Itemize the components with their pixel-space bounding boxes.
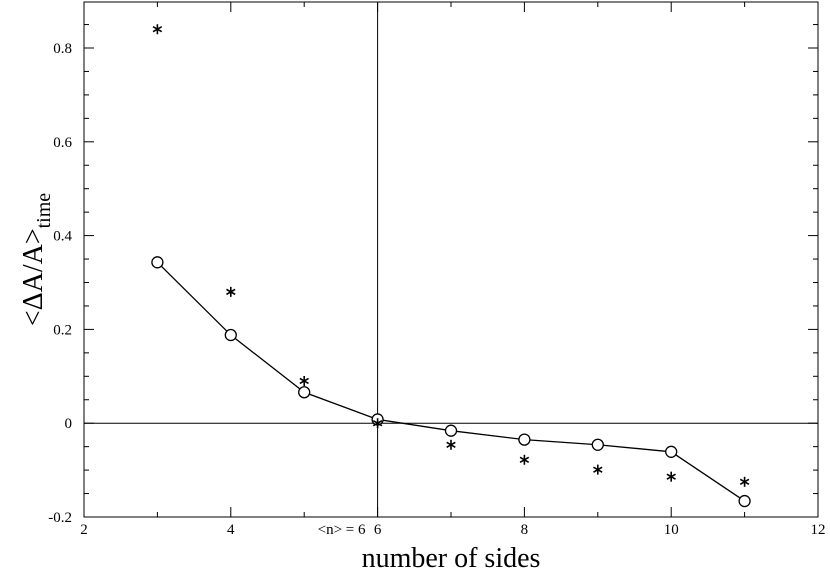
asterisk-marker [666,471,676,482]
circle-marker [665,445,678,458]
x-axis-title: number of sides [362,543,541,571]
mean-sides-annotation: <n> = 6 [318,522,366,538]
asterisk-marker [299,375,309,386]
reference-lines [84,2,818,517]
y-tick-label: 0.8 [53,41,72,57]
circle-marker [224,328,237,342]
series-0-line [156,261,745,502]
circle-marker [738,494,751,508]
x-tick-label: 10 [664,522,679,538]
axis-ticks [83,2,819,518]
series-lines [156,261,745,502]
y-tick-label: 0.4 [53,229,72,245]
circle-marker [298,386,311,399]
y-tick-label: 0 [65,416,73,432]
asterisk-marker [446,439,456,450]
x-tick-label: 4 [227,522,235,538]
y-tick-label: 0.6 [53,135,72,151]
tick-labels: 2 4 6 8 10 12 -0.2 0 0.2 0.4 0.6 0.8 [48,41,825,538]
y-tick-label: -0.2 [48,510,72,526]
x-tick-label: 8 [521,522,529,538]
x-tick-label: 2 [80,522,88,538]
plot-frame [83,1,819,518]
asterisk-marker [152,24,163,35]
x-tick-label: 12 [811,522,826,538]
asterisk-marker [593,464,603,475]
y-axis-title-subscript: time [33,193,55,229]
circle-marker [518,433,531,446]
circle-marker [591,438,604,451]
asterisk-marker [519,454,530,465]
y-axis-title-main: <ΔA/A> [18,228,49,326]
asterisk-marker [372,418,383,429]
circle-marker [151,256,164,269]
asterisk-marker [226,286,236,297]
asterisk-marker [739,476,750,487]
x-tick-label: 6 [374,522,382,538]
y-axis-title: <ΔA/A>time [18,193,55,326]
circle-marker [444,424,458,437]
y-tick-label: 0.2 [53,322,72,338]
data-markers [151,24,751,508]
